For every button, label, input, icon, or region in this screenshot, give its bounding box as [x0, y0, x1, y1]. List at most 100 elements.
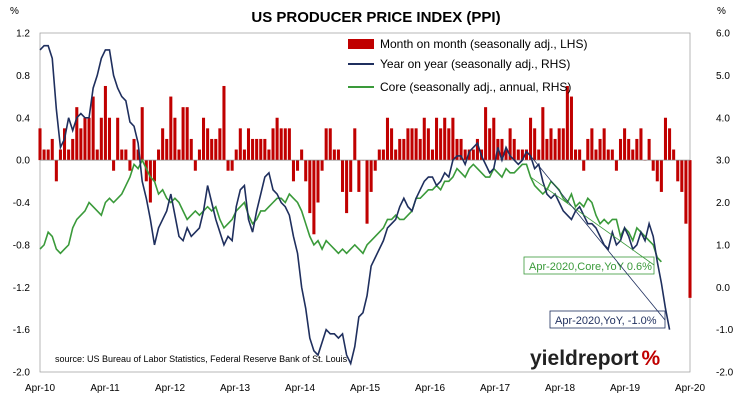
mom-bar: [234, 149, 238, 161]
mom-bar: [647, 138, 651, 161]
mom-bar: [684, 160, 688, 224]
mom-bar: [414, 128, 418, 161]
mom-bar: [553, 138, 557, 161]
mom-bar: [124, 149, 128, 161]
mom-bar: [402, 138, 406, 161]
mom-bar: [206, 128, 210, 161]
mom-bar: [165, 138, 169, 161]
mom-bar: [676, 160, 680, 182]
mom-bar: [103, 85, 107, 161]
x-tick-label: Apr-20: [675, 383, 705, 394]
right-tick-label: 1.0: [716, 240, 730, 251]
mom-bar: [177, 149, 181, 161]
annotation-yoy: Apr-2020,YoY, -1.0%: [530, 155, 666, 329]
mom-bar: [230, 160, 234, 171]
right-tick-label: 4.0: [716, 113, 730, 124]
chart-title: US PRODUCER PRICE INDEX (PPI): [251, 9, 500, 26]
legend-label-mom: Month on month (seasonally adj., LHS): [380, 37, 587, 51]
mom-bar: [197, 149, 201, 161]
mom-bar: [663, 117, 667, 161]
mom-bar: [226, 160, 230, 171]
right-tick-label: 2.0: [716, 198, 730, 209]
right-axis-ticks: 6.0 5.0 4.0 3.0 2.0 1.0 0.0 -1.0 -2.0: [716, 29, 734, 379]
mom-bar: [365, 160, 369, 224]
x-tick-label: Apr-15: [350, 383, 380, 394]
mom-bar: [586, 138, 590, 161]
mom-bar: [287, 128, 291, 161]
mom-bar: [50, 138, 54, 161]
mom-bar: [377, 149, 381, 161]
left-tick-label: -0.4: [13, 198, 31, 209]
mom-bar: [467, 149, 471, 161]
x-tick-label: Apr-11: [90, 383, 120, 394]
left-tick-label: -2.0: [13, 368, 31, 379]
mom-bar: [71, 138, 75, 161]
mom-bar: [214, 138, 218, 161]
mom-bar: [157, 149, 161, 161]
mom-bar: [590, 128, 594, 161]
mom-bar: [455, 138, 459, 161]
mom-bar: [75, 107, 79, 161]
left-axis-ticks: 1.2 0.8 0.4 0.0 -0.4 -0.8 -1.2 -1.6 -2.0: [13, 29, 31, 379]
mom-bar: [144, 160, 148, 182]
mom-bar: [410, 128, 414, 161]
x-tick-label: Apr-19: [610, 383, 640, 394]
mom-bar: [291, 160, 295, 182]
right-tick-label: -2.0: [716, 368, 734, 379]
mom-bar: [255, 138, 259, 161]
legend-label-core: Core (seasonally adj., annual, RHS): [380, 80, 571, 94]
annotation-yoy-leader: [530, 155, 666, 321]
mom-bar: [328, 128, 332, 161]
mom-bar: [316, 160, 320, 203]
mom-bar: [541, 107, 545, 161]
mom-bar: [91, 96, 95, 161]
mom-bar: [369, 160, 373, 192]
mom-bar: [639, 128, 643, 161]
mom-bar: [283, 128, 287, 161]
left-tick-label: -1.2: [13, 283, 31, 294]
svg-text:yieldreport%: yieldreport%: [530, 347, 661, 370]
mom-bar: [296, 160, 300, 171]
left-tick-label: 0.4: [16, 113, 30, 124]
yoy-line: [39, 44, 671, 366]
mom-bar: [79, 128, 83, 161]
mom-bar: [668, 128, 672, 161]
mom-bar: [545, 138, 549, 161]
mom-bar: [426, 128, 430, 161]
mom-bar: [529, 117, 533, 161]
right-axis-unit: %: [717, 6, 726, 17]
mom-bar: [95, 149, 99, 161]
mom-bar: [569, 96, 573, 161]
mom-bar: [87, 117, 91, 161]
x-tick-label: Apr-13: [220, 383, 250, 394]
mom-bar: [451, 117, 455, 161]
x-tick-label: Apr-12: [155, 383, 185, 394]
x-tick-label: Apr-10: [25, 383, 55, 394]
mom-bar: [63, 128, 67, 161]
mom-bar: [610, 149, 614, 161]
mom-bar: [275, 117, 279, 161]
x-tick-label: Apr-16: [415, 383, 445, 394]
mom-bar: [516, 149, 520, 161]
mom-bar: [54, 160, 58, 182]
right-tick-label: -1.0: [716, 325, 734, 336]
left-tick-label: 1.2: [16, 29, 30, 40]
annotation-core-box: [523, 256, 655, 275]
mom-bar: [267, 149, 271, 161]
mom-bar: [120, 149, 124, 161]
mom-bar: [635, 138, 639, 161]
mom-bar: [447, 128, 451, 161]
x-axis-ticks: Apr-10 Apr-11 Apr-12 Apr-13 Apr-14 Apr-15 Apr-…: [25, 383, 705, 394]
mom-bar: [140, 107, 144, 161]
mom-bar: [606, 149, 610, 161]
mom-bar: [349, 160, 353, 192]
mom-bar: [67, 149, 71, 161]
left-tick-label: -1.6: [13, 325, 31, 336]
mom-bar: [332, 149, 336, 161]
mom-bar: [623, 128, 627, 161]
mom-bar: [430, 149, 434, 161]
mom-bar: [484, 107, 488, 161]
mom-bar: [475, 138, 479, 161]
mom-bar: [561, 128, 565, 161]
